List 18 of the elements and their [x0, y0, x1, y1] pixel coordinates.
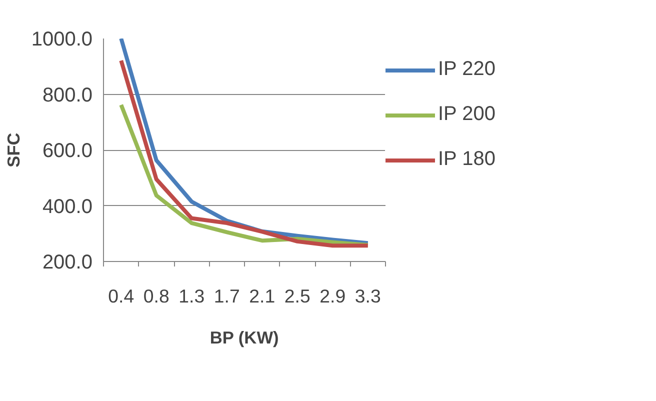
x-tick-label: 1.7 [214, 286, 240, 306]
x-tick-label: 2.9 [320, 286, 346, 306]
y-tick-label: 400.0 [42, 196, 93, 218]
y-tick-label: 800.0 [42, 84, 93, 106]
x-tick-label: 2.5 [284, 286, 310, 306]
x-tick-label: 0.8 [143, 286, 170, 306]
legend-label: IP 200 [438, 103, 496, 126]
x-tick-label: 0.4 [108, 286, 134, 306]
y-tick-label: 1000.0 [31, 28, 92, 50]
y-axis-title: SFC [3, 132, 24, 168]
y-tick-label: 600.0 [42, 140, 93, 162]
legend-label: IP 180 [438, 148, 496, 171]
x-axis-title: BP (KW) [210, 328, 279, 348]
legend-label: IP 220 [438, 58, 496, 81]
y-tick-label: 200.0 [42, 252, 93, 274]
x-tick-label: 2.1 [249, 286, 276, 306]
x-tick-label: 1.3 [178, 286, 205, 306]
x-tick-label: 3.3 [354, 286, 381, 306]
